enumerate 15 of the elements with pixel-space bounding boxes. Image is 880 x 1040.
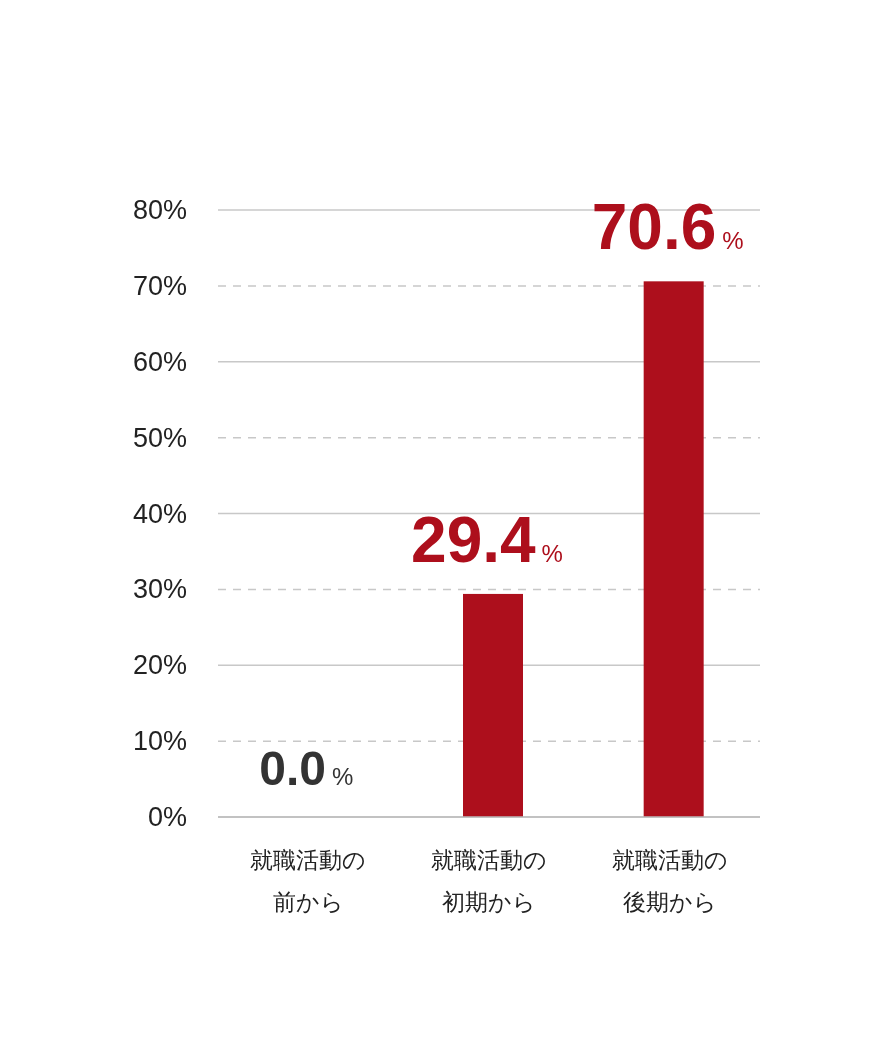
y-tick-label: 40% [132,498,187,529]
x-tick-label: 就職活動の初期から [431,847,547,915]
y-tick-label: 0% [147,802,187,832]
x-tick-label: 就職活動の後期から [611,847,728,915]
y-tick-label: 80% [132,195,187,225]
y-tick-label: 70% [132,270,187,301]
y-tick-label: 20% [132,650,187,681]
data-label: 29.4% [411,503,563,576]
y-tick-label: 30% [132,574,187,605]
y-tick-label: 50% [132,422,187,453]
data-label: 70.6% [591,191,744,264]
y-tick-label: 10% [132,726,187,757]
y-tick-label: 60% [132,346,187,377]
data-label: 0.0% [259,742,354,795]
x-tick-label: 就職活動の前から [250,847,367,915]
